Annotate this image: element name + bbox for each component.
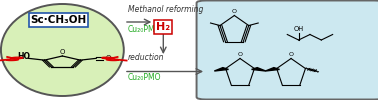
FancyBboxPatch shape [197,0,378,100]
Text: O: O [60,49,65,55]
Polygon shape [252,68,266,71]
Text: Sc·CH₃OH: Sc·CH₃OH [31,15,87,25]
Text: O: O [288,52,294,57]
Text: O: O [237,52,243,57]
Text: Methanol reforming: Methanol reforming [128,6,203,14]
Polygon shape [265,68,279,71]
Text: O: O [232,9,237,14]
Text: HO: HO [17,52,31,61]
Text: OH: OH [294,26,304,32]
Text: Cu₂₀PMO: Cu₂₀PMO [128,74,161,82]
Text: O: O [106,55,112,61]
Text: H₂: H₂ [156,22,170,32]
Text: reduction: reduction [128,54,164,62]
Text: Cu₂₀PMO: Cu₂₀PMO [128,26,161,34]
Polygon shape [214,68,228,71]
Ellipse shape [1,4,124,96]
